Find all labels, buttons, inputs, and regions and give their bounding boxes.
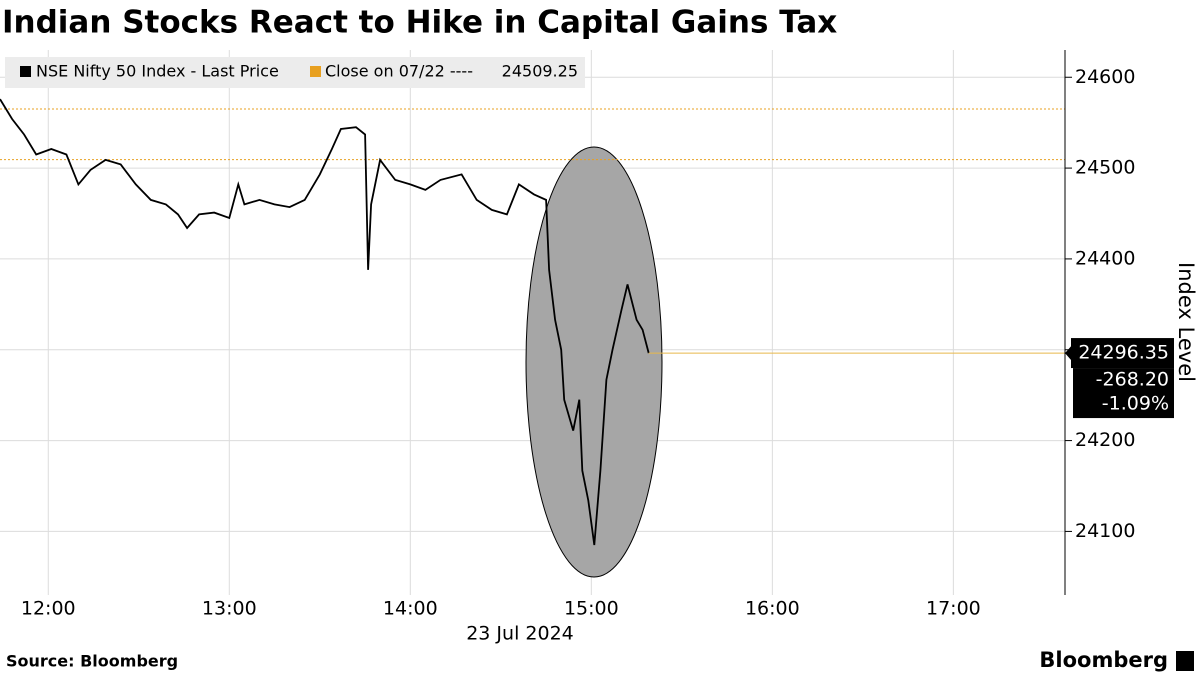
brand-icon [1176, 651, 1194, 671]
last-price-pointer [1065, 345, 1072, 362]
last-change-pct: -1.09% [1102, 393, 1169, 415]
y-axis-label: Index Level [1174, 262, 1198, 382]
price-line [0, 98, 650, 546]
legend-box [5, 57, 585, 88]
x-axis-label: 23 Jul 2024 [466, 623, 574, 645]
x-tick-label: 17:00 [926, 598, 981, 620]
legend-label: Close on 07/22 ---- [325, 62, 473, 81]
y-tick-label: 24500 [1075, 157, 1135, 179]
plot [0, 98, 1065, 546]
x-tick-label: 15:00 [564, 598, 619, 620]
y-tick-label: 24100 [1075, 520, 1135, 542]
legend-swatch [310, 66, 321, 77]
y-tick-label: 24400 [1075, 247, 1135, 269]
legend-value: 24509.25 [502, 62, 578, 81]
y-tick-label: 24200 [1075, 429, 1135, 451]
highlight-ellipse [525, 146, 663, 578]
x-tick-label: 13:00 [202, 598, 257, 620]
chart-title: Indian Stocks React to Hike in Capital G… [2, 5, 837, 41]
last-change-box [1073, 368, 1174, 419]
brand: Bloomberg [1039, 648, 1168, 672]
y-tick-label: 24600 [1075, 66, 1135, 88]
source: Source: Bloomberg [6, 652, 178, 671]
last-price-label: 24296.35 [1078, 342, 1169, 364]
x-tick-label: 14:00 [383, 598, 438, 620]
legend-swatch [20, 66, 31, 77]
x-tick-label: 16:00 [745, 598, 800, 620]
legend-label: NSE Nifty 50 Index - Last Price [36, 62, 279, 81]
last-change: -268.20 [1096, 369, 1169, 391]
last-price-box [1071, 338, 1174, 369]
x-tick-label: 12:00 [21, 598, 76, 620]
